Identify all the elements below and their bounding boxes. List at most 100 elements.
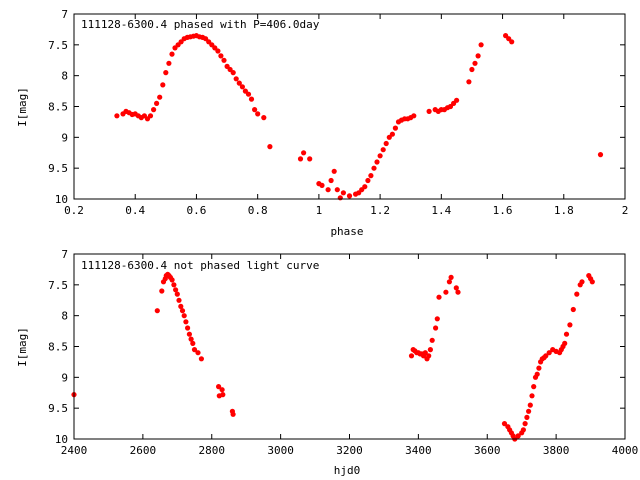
data-point (216, 384, 222, 390)
data-point (261, 115, 267, 121)
data-point (163, 70, 169, 76)
chart-title: 111128-6300.4 not phased light curve (81, 259, 319, 272)
data-point (151, 107, 157, 113)
x-tick-label: 0.6 (187, 204, 207, 217)
data-point (319, 182, 325, 188)
x-tick-label: 1.6 (493, 204, 513, 217)
x-tick-label: 2400 (61, 444, 88, 457)
data-point (157, 94, 163, 100)
data-point (374, 159, 380, 165)
data-point (522, 421, 528, 427)
x-tick-label: 2800 (199, 444, 226, 457)
x-axis-label: hjd0 (334, 464, 361, 477)
data-point (340, 190, 346, 196)
data-point (562, 340, 568, 346)
data-point (368, 173, 374, 179)
y-tick-label: 10 (55, 193, 68, 206)
data-point (147, 113, 154, 119)
data-point (509, 39, 515, 45)
data-point (334, 187, 340, 193)
data-point (218, 53, 224, 59)
y-tick-label: 7 (61, 248, 68, 261)
data-point (159, 288, 165, 294)
data-point (454, 97, 460, 103)
data-point (185, 325, 191, 331)
x-tick-label: 0.4 (125, 204, 145, 217)
data-point (154, 100, 160, 106)
x-tick-label: 0.2 (64, 204, 84, 217)
data-point (448, 274, 454, 280)
data-point (297, 156, 304, 162)
data-point (267, 144, 273, 150)
x-tick-label: 4000 (612, 444, 639, 457)
data-point (436, 294, 442, 300)
data-point (563, 331, 570, 337)
data-point (183, 319, 189, 325)
data-point (527, 402, 533, 408)
data-point (433, 325, 439, 331)
data-point (426, 353, 432, 359)
y-tick-labels: 7 7.5 8 8.5 9 9.5 10 (48, 248, 68, 446)
x-tick-labels: 0.2 0.4 0.6 0.8 1 1.2 1.4 1.6 1.8 2 (64, 204, 628, 217)
data-point (248, 96, 255, 102)
data-point (408, 353, 415, 359)
phased-data-points (114, 33, 604, 201)
data-point (191, 347, 198, 353)
data-point (114, 113, 120, 119)
data-point (325, 187, 331, 193)
data-point (443, 289, 449, 295)
data-point (478, 42, 484, 48)
data-point (589, 279, 595, 285)
axis-ticks (73, 13, 626, 200)
data-point (469, 66, 475, 73)
axis-ticks (73, 253, 626, 440)
data-point (543, 353, 549, 359)
data-point (362, 184, 368, 190)
data-point (546, 350, 552, 356)
data-point (178, 303, 184, 309)
unphased-data-points (71, 271, 595, 442)
data-point (570, 306, 576, 313)
data-point (411, 113, 417, 119)
data-point (245, 91, 252, 97)
x-tick-label: 2 (622, 204, 629, 217)
x-tick-label: 1.4 (431, 204, 451, 217)
data-point (215, 48, 221, 54)
data-point (171, 282, 177, 288)
data-point (579, 279, 585, 285)
y-tick-label: 8.5 (48, 341, 68, 354)
data-point (198, 356, 204, 362)
data-point (176, 297, 182, 303)
data-point (154, 308, 160, 314)
data-point (380, 147, 386, 153)
data-point (446, 279, 452, 285)
y-tick-label: 10 (55, 433, 68, 446)
x-tick-label: 1.2 (370, 204, 390, 217)
data-point (188, 336, 194, 342)
data-point (365, 177, 371, 184)
y-tick-labels: 7 7.5 8 8.5 9 9.5 10 (48, 8, 68, 206)
y-tick-label: 7 (61, 8, 68, 21)
data-point (166, 60, 172, 66)
x-tick-label: 3800 (543, 444, 570, 457)
y-tick-label: 9.5 (48, 402, 68, 415)
data-point (173, 287, 179, 293)
data-point (219, 387, 225, 393)
data-point (181, 313, 187, 319)
data-point (455, 289, 461, 295)
data-point (501, 421, 508, 427)
data-point (230, 411, 236, 417)
data-point (526, 408, 532, 414)
data-point (426, 108, 432, 114)
data-point (328, 177, 334, 184)
data-point (169, 51, 175, 57)
x-tick-label: 1 (316, 204, 323, 217)
data-point (515, 433, 521, 439)
data-point (529, 393, 535, 399)
data-point (520, 427, 527, 433)
data-point (524, 414, 530, 420)
data-point (531, 384, 537, 390)
data-point (371, 165, 377, 171)
data-point (331, 168, 337, 174)
data-point (475, 53, 481, 59)
